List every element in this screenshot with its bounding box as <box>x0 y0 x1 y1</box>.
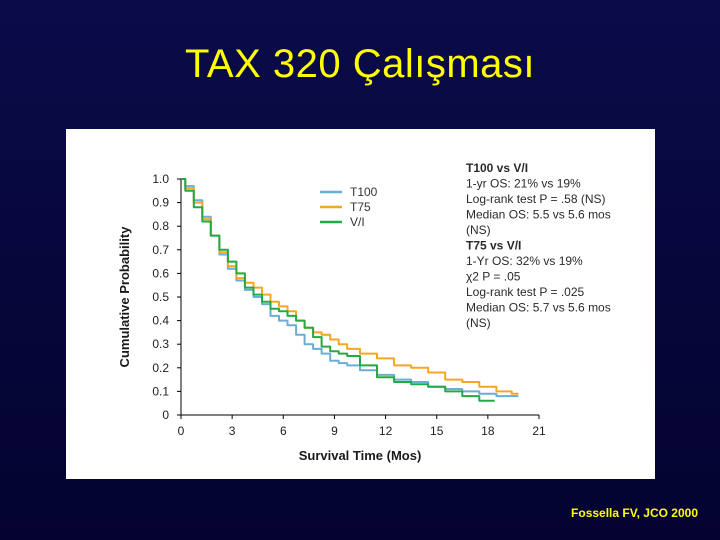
x-tick-label: 9 <box>331 424 338 438</box>
annotation-line: (NS) <box>466 223 491 237</box>
annotation-line: (NS) <box>466 316 491 330</box>
annotation-line: χ2 P = .05 <box>466 270 521 284</box>
y-ticks: 0 0.1 0.2 0.3 0.4 0.5 0.6 0.7 0.8 0.9 1.0 <box>152 172 181 422</box>
series-line-v-i <box>181 178 495 402</box>
annotation-line: T100 vs V/I <box>466 161 528 175</box>
survival-chart: 0 3 6 9 12 15 18 21 0 0.1 0.2 0.3 0.4 0.5 0.6 0.7 0.8 0.… <box>117 161 611 463</box>
x-axis-label: Survival Time (Mos) <box>299 448 422 463</box>
annotation-line: 1-Yr OS: 32% vs 19% <box>466 254 583 268</box>
x-tick-label: 6 <box>280 424 287 438</box>
annotation-line: Log-rank test P = .025 <box>466 285 585 299</box>
legend-label: V/I <box>350 215 365 229</box>
y-tick-label: 0.7 <box>152 243 169 257</box>
annotation-line: 1-yr OS: 21% vs 19% <box>466 177 581 191</box>
x-tick-label: 0 <box>178 424 185 438</box>
x-ticks: 0 3 6 9 12 15 18 21 <box>178 415 546 438</box>
annotation-line: T75 vs V/I <box>466 239 521 253</box>
legend-label: T100 <box>350 185 378 199</box>
annotation-line: Median OS: 5.5 vs 5.6 mos <box>466 208 611 222</box>
y-tick-label: 0.9 <box>152 196 169 210</box>
x-tick-label: 21 <box>532 424 546 438</box>
y-tick-label: 0 <box>162 408 169 422</box>
x-tick-label: 15 <box>430 424 444 438</box>
y-tick-label: 0.1 <box>152 384 169 398</box>
series-lines <box>181 178 519 402</box>
x-tick-label: 18 <box>481 424 495 438</box>
y-axis-label: Cumulative Probability <box>117 226 132 368</box>
legend-label: T75 <box>350 200 371 214</box>
x-tick-label: 12 <box>379 424 393 438</box>
figure-panel: 0 3 6 9 12 15 18 21 0 0.1 0.2 0.3 0.4 0.5 0.6 0.7 0.8 0.… <box>66 129 655 479</box>
citation: Fossella FV, JCO 2000 <box>571 506 698 520</box>
y-tick-label: 0.8 <box>152 219 169 233</box>
y-tick-label: 0.5 <box>152 290 169 304</box>
x-tick-label: 3 <box>229 424 236 438</box>
slide-title: TAX 320 Çalışması <box>184 42 536 86</box>
y-tick-label: 0.6 <box>152 266 169 280</box>
annotation-line: Median OS: 5.7 vs 5.6 mos <box>466 301 611 315</box>
y-tick-label: 0.3 <box>152 337 169 351</box>
y-tick-label: 0.2 <box>152 361 169 375</box>
annotation-line: Log-rank test P = .58 (NS) <box>466 192 606 206</box>
stats-annotation: T100 vs V/I1-yr OS: 21% vs 19%Log-rank t… <box>466 161 611 330</box>
y-tick-label: 1.0 <box>152 172 169 186</box>
y-tick-label: 0.4 <box>152 314 169 328</box>
